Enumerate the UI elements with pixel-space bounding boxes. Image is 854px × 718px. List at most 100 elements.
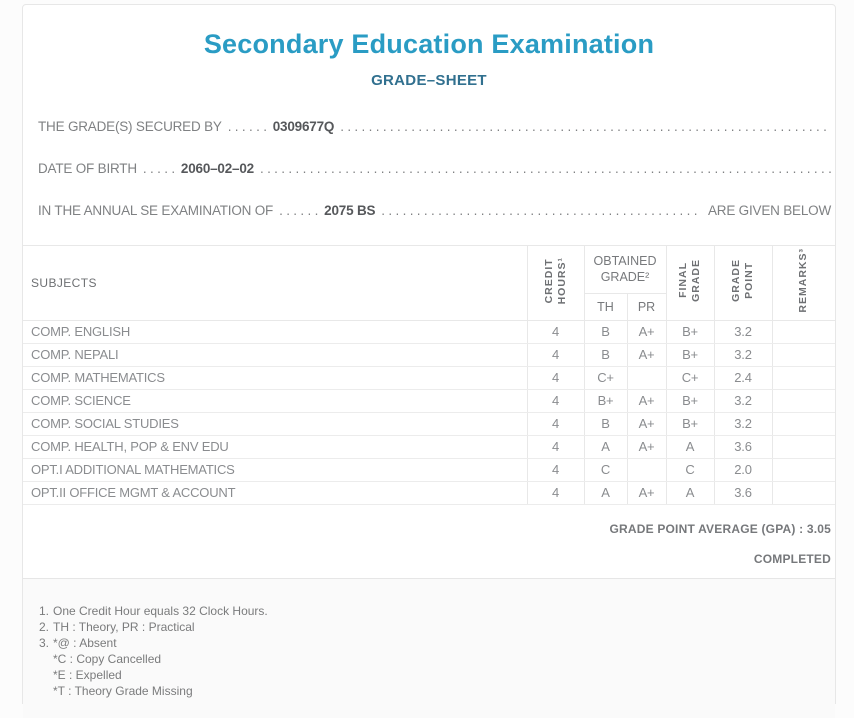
leader-dots: . . . . . . . . . . . . . . . . . . . . … — [259, 161, 831, 176]
footnote-line: 1. One Credit Hour equals 32 Clock Hours. — [39, 603, 825, 619]
col-header-pr: PR — [626, 293, 667, 321]
table-row: COMP. NEPALI 4 B A+ B+ 3.2 — [23, 343, 836, 367]
leader-dots: . . . . . — [142, 161, 175, 176]
credit-hours-cell: 4 — [526, 389, 584, 413]
subject-cell: OPT.II OFFICE MGMT & ACCOUNT — [23, 481, 527, 505]
grade-point-cell: 2.4 — [713, 366, 773, 390]
table-row: COMP. HEALTH, POP & ENV EDU 4 A A+ A 3.6 — [23, 435, 836, 459]
subject-cell: COMP. SCIENCE — [23, 389, 527, 413]
remarks-cell — [771, 366, 836, 390]
theory-grade-cell: B — [583, 320, 627, 344]
page-title: Secondary Education Examination — [203, 29, 655, 59]
examination-suffix: ARE GIVEN BELOW — [707, 203, 831, 218]
practical-grade-cell: A+ — [626, 320, 667, 344]
theory-grade-cell: A — [583, 435, 627, 459]
practical-grade-cell — [626, 458, 667, 482]
footnote-text: *T : Theory Grade Missing — [53, 683, 193, 698]
footnote-number: 3. — [39, 635, 50, 650]
grade-point-cell: 3.2 — [713, 389, 773, 413]
col-header-obtained-grade: OBTAINED GRADE² — [583, 245, 667, 294]
grade-point-cell: 3.2 — [713, 343, 773, 367]
table-row: COMP. SCIENCE 4 B+ A+ B+ 3.2 — [23, 389, 836, 413]
grade-point-cell: 2.0 — [713, 458, 773, 482]
subject-cell: COMP. SOCIAL STUDIES — [23, 412, 527, 436]
credit-hours-cell: 4 — [526, 481, 584, 505]
final-grade-cell: C — [665, 458, 715, 482]
practical-grade-cell — [626, 366, 667, 390]
grades-table: SUBJECTS CREDIT HOURS¹ OBTAINED GRADE² F… — [23, 245, 836, 505]
footnote-line: *C : Copy Cancelled — [39, 651, 825, 667]
grade-point-cell: 3.6 — [713, 435, 773, 459]
subject-cell: COMP. HEALTH, POP & ENV EDU — [23, 435, 527, 459]
subject-cell: COMP. ENGLISH — [23, 320, 527, 344]
remarks-cell — [771, 343, 836, 367]
status-badge: COMPLETED — [753, 551, 831, 566]
date-of-birth-value: 2060–02–02 — [180, 161, 254, 176]
footnote-text: *E : Expelled — [53, 667, 122, 682]
final-grade-cell: A — [665, 481, 715, 505]
credit-hours-cell: 4 — [526, 320, 584, 344]
gpa-line: GRADE POINT AVERAGE (GPA) : 3.05 — [609, 521, 831, 536]
credit-hours-rotated-label: CREDIT HOURS¹ — [542, 256, 568, 304]
practical-grade-cell: A+ — [626, 435, 667, 459]
leader-dots: . . . . . . — [279, 203, 319, 218]
leader-dots: . . . . . . — [227, 119, 267, 134]
practical-grade-cell: A+ — [626, 412, 667, 436]
footnote-line: 2. TH : Theory, PR : Practical — [39, 619, 825, 635]
table-row: OPT.I ADDITIONAL MATHEMATICS 4 C C 2.0 — [23, 458, 836, 482]
footnote-number — [39, 667, 53, 683]
date-of-birth-line: DATE OF BIRTH . . . . . 2060–02–02 . . .… — [38, 161, 831, 181]
footnotes-section: 1. One Credit Hour equals 32 Clock Hours.… — [23, 577, 835, 718]
credit-hours-cell: 4 — [526, 343, 584, 367]
credit-hours-cell: 4 — [526, 435, 584, 459]
leader-dots: . . . . . . . . . . . . . . . . . . . . … — [340, 119, 831, 134]
col-header-credit-hours: CREDIT HOURS¹ — [526, 245, 584, 321]
footnote-text: *@ : Absent — [53, 635, 117, 650]
examination-year-value: 2075 BS — [324, 203, 376, 218]
subject-cell: COMP. NEPALI — [23, 343, 527, 367]
final-grade-rotated-label: FINAL GRADE — [677, 258, 703, 302]
col-header-final-grade: FINAL GRADE — [665, 245, 715, 321]
footnote-text: One Credit Hour equals 32 Clock Hours. — [53, 603, 268, 618]
remarks-cell — [771, 389, 836, 413]
footnote-number: 2. — [39, 619, 50, 634]
remarks-cell — [771, 435, 836, 459]
theory-grade-cell: B+ — [583, 389, 627, 413]
remarks-cell — [771, 481, 836, 505]
final-grade-cell: B+ — [665, 412, 715, 436]
subject-cell: COMP. MATHEMATICS — [23, 366, 527, 390]
symbol-number-value: 0309677Q — [272, 119, 335, 134]
final-grade-cell: A — [665, 435, 715, 459]
footnote-text: TH : Theory, PR : Practical — [53, 619, 195, 634]
footnote-line: *T : Theory Grade Missing — [39, 683, 825, 699]
theory-grade-cell: B — [583, 343, 627, 367]
footnote-number: 1. — [39, 603, 50, 618]
footnote-line: *E : Expelled — [39, 667, 825, 683]
grade-point-cell: 3.6 — [713, 481, 773, 505]
summary-block: GRADE POINT AVERAGE (GPA) : 3.05 COMPLET… — [23, 522, 835, 566]
date-of-birth-label: DATE OF BIRTH — [38, 161, 137, 176]
table-row: COMP. SOCIAL STUDIES 4 B A+ B+ 3.2 — [23, 412, 836, 436]
credit-hours-cell: 4 — [526, 366, 584, 390]
col-header-remarks: REMARKS³ — [771, 245, 836, 321]
theory-grade-cell: C+ — [583, 366, 627, 390]
secured-by-label: THE GRADE(S) SECURED BY — [38, 119, 222, 134]
final-grade-cell: B+ — [665, 320, 715, 344]
examination-line: IN THE ANNUAL SE EXAMINATION OF . . . . … — [38, 203, 831, 223]
grade-point-rotated-label: GRADE POINT — [730, 258, 756, 302]
table-row: COMP. ENGLISH 4 B A+ B+ 3.2 — [23, 320, 836, 344]
footnote-number — [39, 651, 53, 667]
col-header-grade-point: GRADE POINT — [713, 245, 773, 321]
grade-point-cell: 3.2 — [713, 412, 773, 436]
col-header-th: TH — [583, 293, 627, 321]
footnote-number — [39, 683, 53, 699]
footnote-text: *C : Copy Cancelled — [53, 651, 162, 666]
practical-grade-cell: A+ — [626, 389, 667, 413]
remarks-rotated-label: REMARKS³ — [797, 248, 810, 313]
grade-point-cell: 3.2 — [713, 320, 773, 344]
credit-hours-cell: 4 — [526, 458, 584, 482]
statements-block: THE GRADE(S) SECURED BY . . . . . . 0309… — [23, 119, 835, 223]
final-grade-cell: B+ — [665, 389, 715, 413]
practical-grade-cell: A+ — [626, 481, 667, 505]
final-grade-cell: B+ — [665, 343, 715, 367]
